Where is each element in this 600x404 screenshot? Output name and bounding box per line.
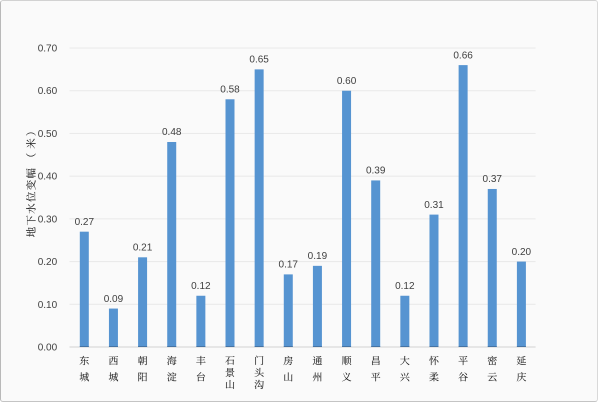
svg-text:0.60: 0.60 <box>337 76 357 87</box>
svg-text:0.60: 0.60 <box>38 86 58 97</box>
svg-text:0.66: 0.66 <box>453 50 473 61</box>
svg-text:0.09: 0.09 <box>104 294 124 305</box>
svg-text:0.17: 0.17 <box>279 260 299 271</box>
svg-text:0.58: 0.58 <box>220 84 240 95</box>
svg-text:0.27: 0.27 <box>75 217 95 228</box>
svg-text:0.12: 0.12 <box>395 281 415 292</box>
svg-text:0.50: 0.50 <box>38 129 58 140</box>
svg-text:0.31: 0.31 <box>424 200 444 211</box>
svg-text:0.65: 0.65 <box>249 55 269 66</box>
svg-text:0.00: 0.00 <box>38 343 58 354</box>
svg-text:0.70: 0.70 <box>38 44 58 55</box>
svg-text:0.39: 0.39 <box>366 166 386 177</box>
svg-text:0.21: 0.21 <box>133 243 153 254</box>
svg-text:0.37: 0.37 <box>483 174 503 185</box>
svg-text:0.20: 0.20 <box>512 247 532 258</box>
svg-text:0.10: 0.10 <box>38 300 58 311</box>
svg-text:0.48: 0.48 <box>162 127 182 138</box>
svg-text:0.30: 0.30 <box>38 214 58 225</box>
svg-text:0.40: 0.40 <box>38 172 58 183</box>
svg-text:0.19: 0.19 <box>308 251 328 262</box>
svg-text:0.12: 0.12 <box>191 281 211 292</box>
svg-text:0.20: 0.20 <box>38 257 58 268</box>
